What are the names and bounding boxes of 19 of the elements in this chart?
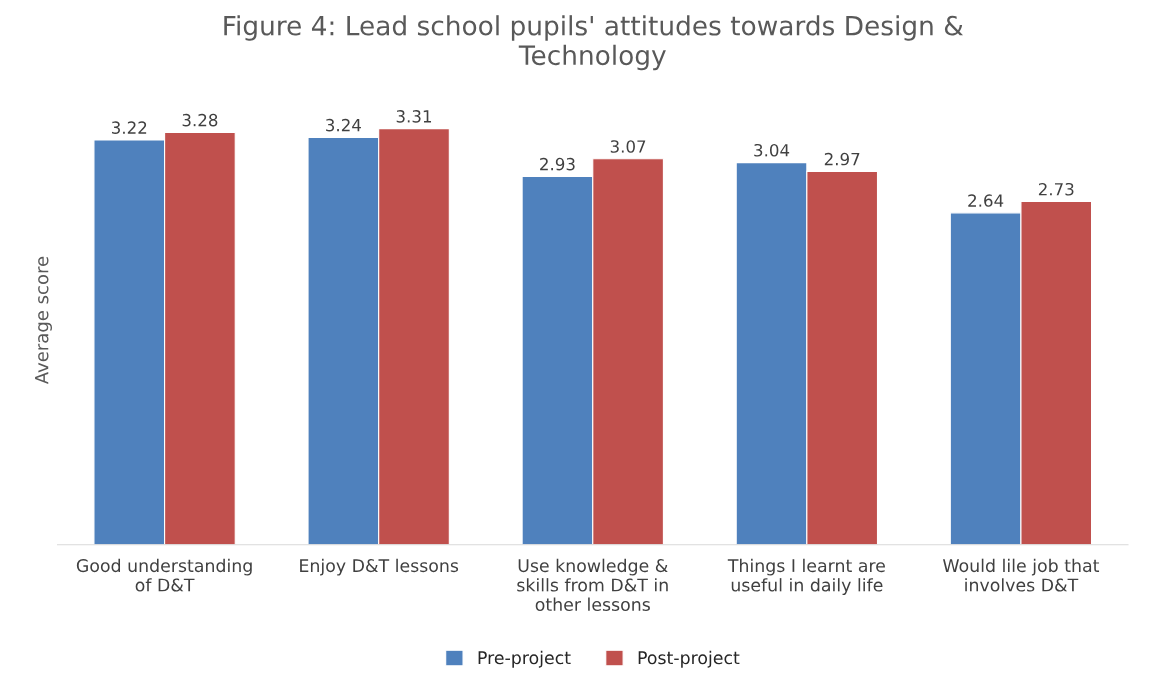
x-tick-label: Use knowledge & skills from D&T in other lessons bbox=[517, 558, 668, 612]
data-label: 3.22 bbox=[111, 121, 147, 134]
data-label: 2.64 bbox=[968, 194, 1004, 207]
data-label: 2.93 bbox=[540, 157, 575, 171]
data-label: 3.24 bbox=[326, 118, 361, 132]
data-label: 3.07 bbox=[610, 140, 646, 153]
x-tick-label: Enjoy D&T lessons bbox=[300, 558, 459, 576]
x-tick-label: Good understanding of D&T bbox=[76, 558, 252, 592]
x-tick-label: Things I learnt are useful in daily life bbox=[727, 558, 885, 595]
data-label: 3.31 bbox=[396, 110, 432, 123]
data-label: 2.97 bbox=[824, 152, 860, 166]
data-label: 3.28 bbox=[182, 113, 218, 127]
chart-title: Figure 4: Lead school pupils' attitudes towards Design & Technology bbox=[224, 15, 963, 71]
legend-label: Post-project bbox=[638, 650, 740, 668]
y-axis-title: Average score bbox=[35, 256, 52, 385]
legend-label: Pre-project bbox=[478, 650, 571, 668]
x-tick-label: Would lile job that involves D&T bbox=[942, 558, 1100, 592]
data-label: 2.73 bbox=[1038, 182, 1074, 196]
data-label: 3.04 bbox=[754, 143, 790, 157]
